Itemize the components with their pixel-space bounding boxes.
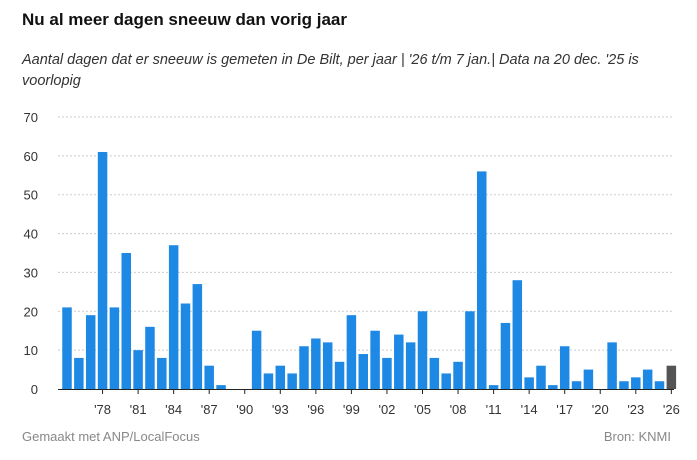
bar-1979 [109,307,120,389]
y-tick-label: 20 [24,304,38,319]
x-tick-label: '14 [521,402,538,417]
x-tick-label: '23 [627,402,644,417]
bar-1998 [334,361,345,389]
bar-2003 [394,334,404,389]
bar-2005 [417,311,428,389]
bar-1983 [157,357,167,389]
bar-1993 [275,365,286,389]
y-tick-label: 70 [24,110,38,125]
bar-1988 [216,385,226,389]
x-tick-label: '20 [592,402,609,417]
footer-source: Bron: KNMI [603,429,671,444]
bar-2004 [405,342,416,389]
y-tick-label: 0 [31,382,38,397]
x-axis-tick-labels: '78 '81 '84 '87 '90 '93 '96 '99 '02 '05 '08 '11 '14 '… [94,389,680,417]
bar-2007 [441,373,451,389]
bar-2013 [512,280,523,389]
x-tick-label: '93 [272,402,289,417]
bar-2021 [607,342,617,389]
bar-2017 [559,346,570,389]
bar-2014 [524,377,534,389]
bar-1980 [121,253,131,389]
bar-2006 [429,357,440,389]
bar-2012 [500,322,511,389]
bar-1987 [204,365,214,389]
footer-credit: Gemaakt met ANP/LocalFocus [22,429,200,444]
bar-1978 [97,151,108,389]
x-tick-label: '90 [236,402,253,417]
bar-2023 [631,377,641,389]
bar-1991 [251,330,262,389]
bar-1985 [180,303,191,389]
x-tick-label: '99 [343,402,360,417]
y-tick-label: 60 [24,149,38,164]
x-tick-label: '87 [201,402,218,417]
bar-2015 [536,365,546,389]
x-tick-label: '26 [663,402,680,417]
bar-2024 [642,369,653,389]
bar-1984 [168,245,179,389]
x-tick-label: '11 [486,402,502,417]
bar-1981 [133,350,143,389]
bar-1976 [74,357,84,389]
y-axis-tick-labels: 0 10 20 30 40 50 60 70 [24,110,38,397]
x-tick-label: '96 [307,402,324,417]
bar-1996 [311,338,321,389]
x-tick-label: '08 [450,402,467,417]
bar-1995 [299,346,309,389]
x-tick-label: '81 [130,402,147,417]
bar-2010 [477,171,487,389]
bar-1994 [287,373,297,389]
y-tick-label: 10 [24,343,38,358]
x-tick-label: '02 [378,402,395,417]
bar-2022 [619,381,629,389]
x-tick-label: '17 [556,402,573,417]
y-tick-label: 50 [24,188,38,203]
bar-1975 [62,307,72,389]
bar-2001 [370,330,380,389]
bar-2011 [488,385,499,389]
bar-1997 [322,342,333,389]
y-tick-label: 30 [24,265,38,280]
bars [62,151,677,389]
bar-2008 [453,361,463,389]
bar-2016 [548,385,558,389]
bar-2000 [358,354,368,389]
chart-title: Nu al meer dagen sneeuw dan vorig jaar [22,10,347,29]
x-tick-label: '78 [94,402,111,417]
bar-1982 [145,326,155,389]
bar-2026 [666,365,677,389]
bar-1977 [85,315,96,389]
bar-2018 [571,381,582,389]
x-tick-label: '84 [165,402,182,417]
bar-2019 [583,369,594,389]
gridlines [58,116,674,351]
chart-subtitle: Aantal dagen dat er sneeuw is gemeten in… [22,52,639,89]
bar-2002 [382,357,392,389]
bar-2025 [654,381,665,389]
bar-2009 [465,311,475,389]
bar-1999 [346,315,357,389]
bar-1992 [263,373,274,389]
y-tick-label: 40 [24,227,38,242]
x-tick-label: '05 [414,402,431,417]
bar-1986 [192,284,203,389]
